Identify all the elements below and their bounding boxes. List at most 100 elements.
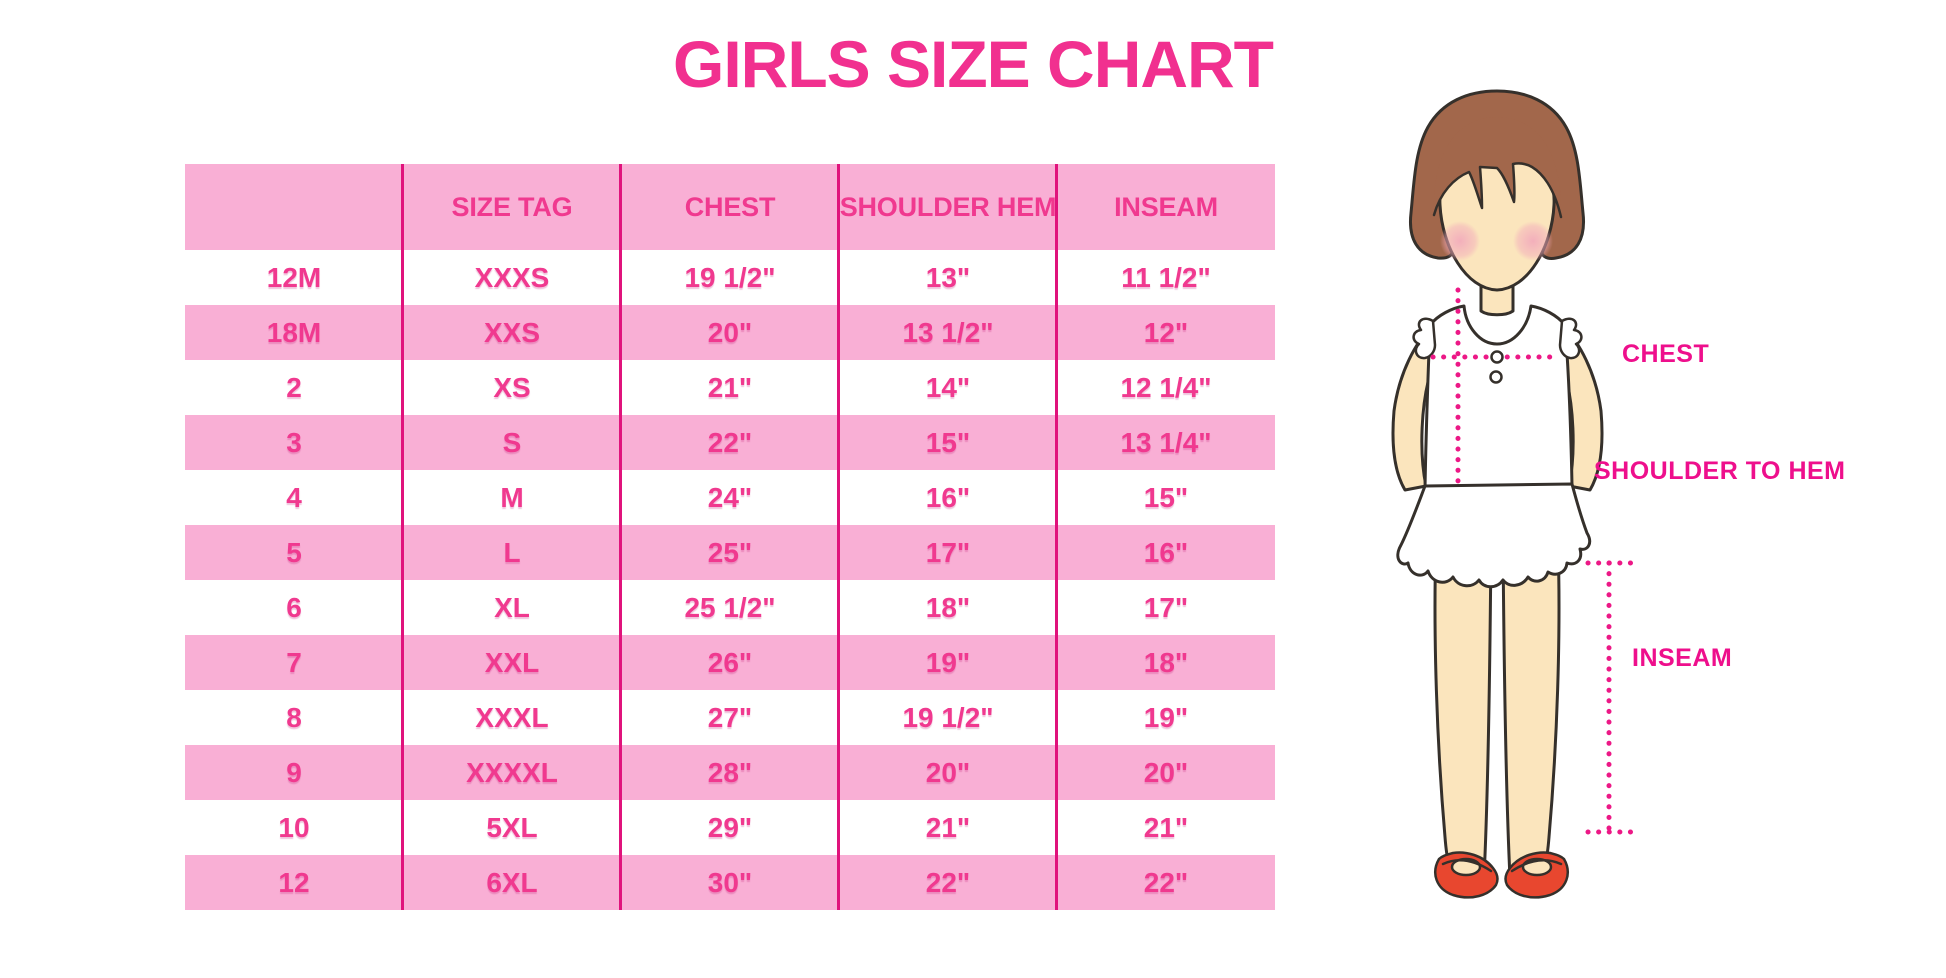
table-cell: 18": [1143, 646, 1189, 678]
table-cell: 12M: [266, 261, 322, 293]
table-row: 12 6XL 30" 22" 22": [185, 855, 1275, 910]
table-cell: 19": [1143, 701, 1189, 733]
table-cell: 25": [707, 536, 753, 568]
table-cell: XXL: [484, 646, 540, 678]
table-cell: 12": [1143, 316, 1189, 348]
table-cell: 29": [707, 811, 753, 843]
table-cell: 11 1/2": [1121, 261, 1211, 293]
table-cell: 13 1/2": [902, 316, 994, 348]
table-cell: 21": [925, 811, 971, 843]
table-cell: 30": [707, 866, 753, 898]
column-header: CHEST: [684, 191, 776, 222]
table-cell: 20": [925, 756, 971, 788]
table-cell: 8: [286, 701, 302, 733]
blush-left: [1440, 221, 1480, 261]
table-cell: 5: [286, 536, 302, 568]
left-arm: [1391, 325, 1434, 492]
table-cell: XS: [493, 371, 531, 403]
column-header: SIZE TAG: [451, 191, 573, 222]
table-row: 4 M 24" 16" 15": [185, 470, 1275, 525]
table-row: 10 5XL 29" 21" 21": [185, 800, 1275, 855]
table-cell: 2: [286, 371, 302, 403]
table-cell: S: [502, 426, 522, 458]
table-cell: 12: [278, 866, 310, 898]
table-row: 9 XXXXL 28" 20" 20": [185, 745, 1275, 800]
right-shoulder-ruffle: [1558, 317, 1583, 360]
left-shoulder-ruffle: [1412, 317, 1437, 360]
table-cell: 14": [925, 371, 971, 403]
right-shoe-strap: [1510, 859, 1563, 873]
table-row: 3 S 22" 15" 13 1/4": [185, 415, 1275, 470]
table-row: 8 XXXL 27" 19 1/2" 19": [185, 690, 1275, 745]
top-bodice: [1423, 304, 1574, 490]
table-cell: 28": [707, 756, 753, 788]
top-button: [1490, 350, 1504, 364]
table-cell: 13": [925, 261, 971, 293]
table-row: 12M XXXS 19 1/2" 13" 11 1/2": [185, 250, 1275, 305]
left-shoe-strap: [1441, 859, 1493, 873]
column-divider: [401, 164, 404, 910]
table-body: 12M XXXS 19 1/2" 13" 11 1/2" 18M XXS 20" 13 1/2"…: [185, 250, 1275, 910]
table-cell: L: [503, 536, 521, 568]
column-header: [185, 164, 403, 250]
table-cell: 10: [278, 811, 310, 843]
table-cell: XXXS: [474, 261, 550, 293]
table-cell: 22": [1143, 866, 1189, 898]
table-cell: 22": [707, 426, 753, 458]
table-cell: 5XL: [486, 811, 538, 843]
bangs-edge: [1432, 162, 1563, 219]
table-cell: 16": [1143, 536, 1189, 568]
table-cell: 9: [286, 756, 302, 788]
table-cell: 13 1/4": [1120, 426, 1212, 458]
table-cell: 4: [286, 481, 302, 513]
inseam-measurement-label: INSEAM: [1632, 644, 1733, 672]
page-title: GIRLS SIZE CHART: [672, 27, 1274, 101]
table-cell: 3: [286, 426, 302, 458]
table-cell: 18": [925, 591, 971, 623]
table-row: 5 L 25" 17" 16": [185, 525, 1275, 580]
table-cell: 7: [286, 646, 302, 678]
column-divider: [837, 164, 840, 910]
table-cell: 15": [925, 426, 971, 458]
size-table: SIZE TAG CHEST SHOULDER HEM INSEAM 12M XXXS 1…: [185, 164, 1275, 910]
left-leg: [1433, 541, 1493, 882]
right-leg: [1501, 541, 1561, 882]
column-divider: [619, 164, 622, 910]
table-cell: 15": [1143, 481, 1189, 513]
table-cell: 24": [707, 481, 753, 513]
table-cell: 26": [707, 646, 753, 678]
right-arm: [1561, 325, 1604, 492]
column-divider: [1055, 164, 1058, 910]
table-cell: 6XL: [486, 866, 538, 898]
table-cell: 25 1/2": [684, 591, 776, 623]
table-cell: 27": [707, 701, 753, 733]
table-cell: 22": [925, 866, 971, 898]
bottom-button: [1489, 370, 1503, 384]
blush-right: [1513, 221, 1553, 261]
table-cell: 21": [707, 371, 753, 403]
column-header: SHOULDER HEM: [839, 191, 1057, 222]
table-cell: 6: [286, 591, 302, 623]
table-header-row: SIZE TAG CHEST SHOULDER HEM INSEAM: [185, 164, 1275, 250]
table-cell: M: [500, 481, 524, 513]
table-cell: 12 1/4": [1120, 371, 1212, 403]
table-row: 18M XXS 20" 13 1/2" 12": [185, 305, 1275, 360]
table-cell: XXS: [483, 316, 541, 348]
table-cell: XXXXL: [466, 756, 558, 788]
table-cell: 19 1/2": [902, 701, 994, 733]
table-cell: 21": [1143, 811, 1189, 843]
ruffle-skirt: [1396, 482, 1592, 589]
girl-illustration: [1380, 75, 1946, 973]
table-row: 6 XL 25 1/2" 18" 17": [185, 580, 1275, 635]
table-cell: 16": [925, 481, 971, 513]
table-cell: 20": [1143, 756, 1189, 788]
shoulder-to-hem-measurement-label: SHOULDER TO HEM: [1594, 457, 1846, 485]
table-cell: 19": [925, 646, 971, 678]
table-cell: XXXL: [475, 701, 549, 733]
chest-measurement-label: CHEST: [1622, 340, 1710, 368]
column-header: INSEAM: [1114, 191, 1218, 222]
table-cell: 17": [925, 536, 971, 568]
table-cell: XL: [494, 591, 530, 623]
girl-illustration-svg: [1391, 89, 1634, 899]
table-cell: 18M: [266, 316, 322, 348]
